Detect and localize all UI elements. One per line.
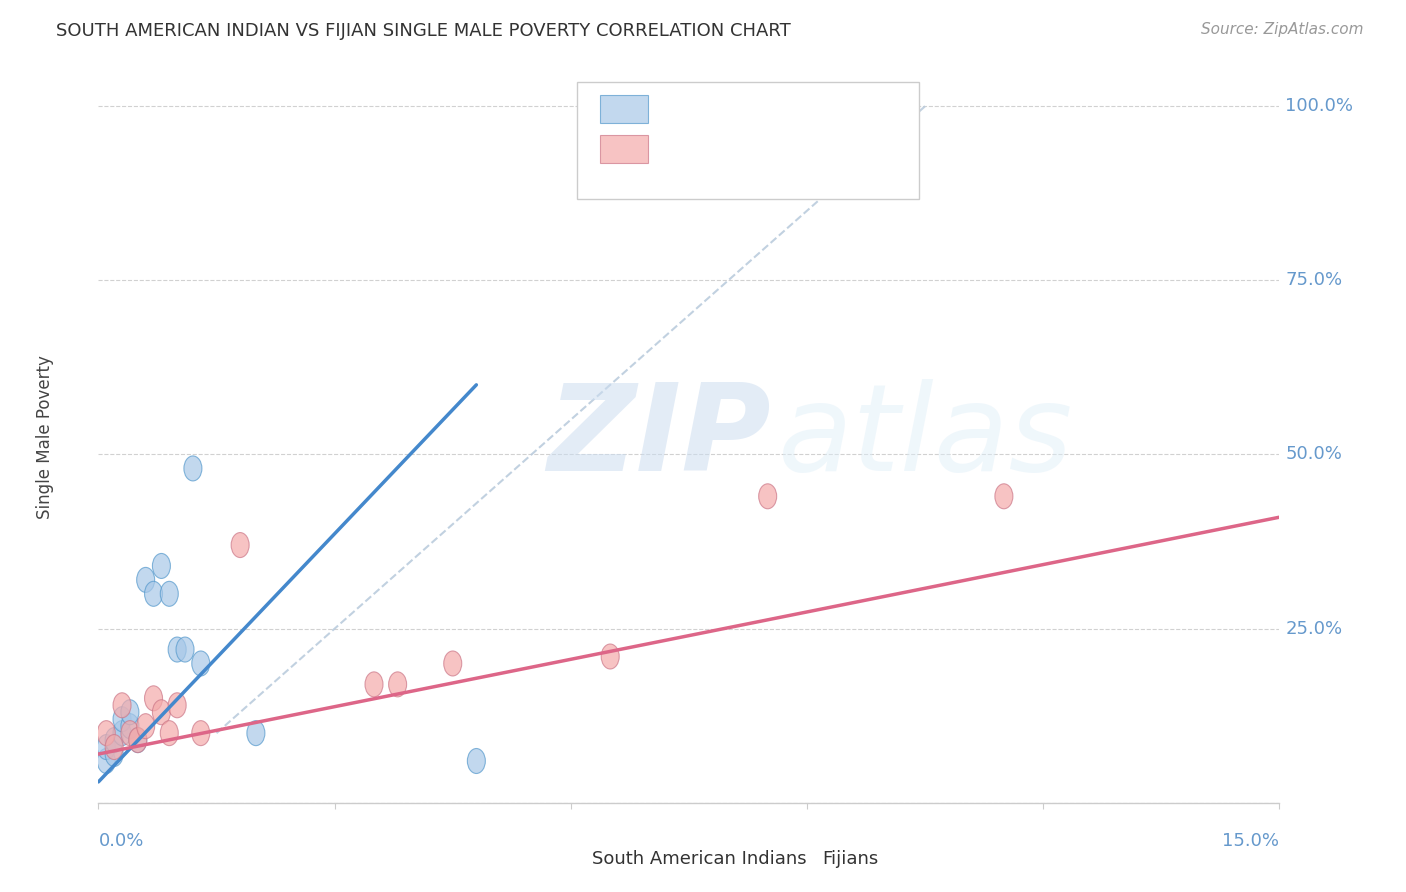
- Ellipse shape: [191, 651, 209, 676]
- Text: 25.0%: 25.0%: [1285, 620, 1343, 638]
- Text: 50.0%: 50.0%: [1285, 445, 1343, 464]
- Text: ZIP: ZIP: [547, 378, 770, 496]
- Ellipse shape: [995, 483, 1012, 508]
- Ellipse shape: [105, 728, 124, 753]
- Text: R = 0.691   N = 19: R = 0.691 N = 19: [657, 100, 827, 118]
- Ellipse shape: [112, 721, 131, 746]
- Text: 15.0%: 15.0%: [1222, 832, 1279, 850]
- Ellipse shape: [160, 582, 179, 607]
- FancyBboxPatch shape: [576, 82, 920, 200]
- Ellipse shape: [145, 582, 163, 607]
- Ellipse shape: [160, 721, 179, 746]
- Ellipse shape: [136, 567, 155, 592]
- Ellipse shape: [169, 693, 186, 718]
- Text: 0.0%: 0.0%: [98, 832, 143, 850]
- Ellipse shape: [112, 693, 131, 718]
- Ellipse shape: [112, 706, 131, 731]
- Ellipse shape: [136, 714, 155, 739]
- FancyBboxPatch shape: [600, 135, 648, 162]
- Ellipse shape: [97, 721, 115, 746]
- Text: SOUTH AMERICAN INDIAN VS FIJIAN SINGLE MALE POVERTY CORRELATION CHART: SOUTH AMERICAN INDIAN VS FIJIAN SINGLE M…: [56, 22, 792, 40]
- Ellipse shape: [129, 728, 146, 753]
- Ellipse shape: [121, 721, 139, 746]
- Ellipse shape: [145, 686, 163, 711]
- Ellipse shape: [247, 721, 264, 746]
- Ellipse shape: [97, 748, 115, 773]
- Ellipse shape: [759, 483, 776, 508]
- Text: Fijians: Fijians: [823, 850, 879, 868]
- Ellipse shape: [152, 699, 170, 724]
- Text: R = 0.687   N = 18: R = 0.687 N = 18: [657, 140, 827, 158]
- Ellipse shape: [176, 637, 194, 662]
- FancyBboxPatch shape: [778, 850, 813, 869]
- Ellipse shape: [444, 651, 461, 676]
- Ellipse shape: [169, 637, 186, 662]
- Ellipse shape: [97, 735, 115, 760]
- Ellipse shape: [121, 699, 139, 724]
- Ellipse shape: [388, 672, 406, 697]
- Text: atlas: atlas: [778, 378, 1073, 496]
- Ellipse shape: [105, 741, 124, 766]
- Ellipse shape: [191, 721, 209, 746]
- Ellipse shape: [121, 714, 139, 739]
- Text: 100.0%: 100.0%: [1285, 97, 1354, 115]
- Ellipse shape: [152, 553, 170, 578]
- FancyBboxPatch shape: [600, 95, 648, 122]
- Ellipse shape: [184, 456, 202, 481]
- Text: 75.0%: 75.0%: [1285, 271, 1343, 289]
- Text: Single Male Poverty: Single Male Poverty: [37, 355, 55, 519]
- Ellipse shape: [366, 672, 382, 697]
- Ellipse shape: [105, 735, 124, 760]
- Text: Source: ZipAtlas.com: Source: ZipAtlas.com: [1201, 22, 1364, 37]
- Ellipse shape: [467, 748, 485, 773]
- Ellipse shape: [602, 644, 619, 669]
- FancyBboxPatch shape: [547, 850, 582, 869]
- Ellipse shape: [231, 533, 249, 558]
- Ellipse shape: [129, 728, 146, 753]
- Text: South American Indians: South American Indians: [592, 850, 807, 868]
